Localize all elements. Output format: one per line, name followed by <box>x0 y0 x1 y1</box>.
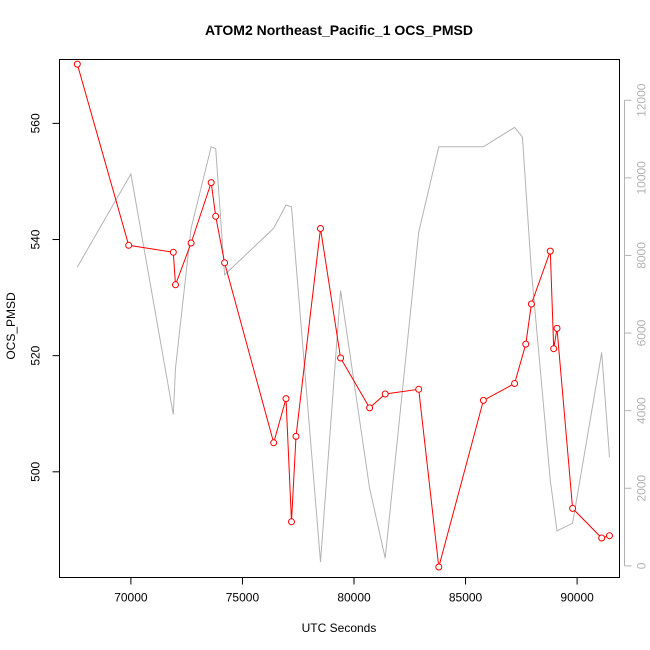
axes-layer: 70000 75000 80000 85000 90000 500 520 540 560 0 20… <box>29 83 649 604</box>
y-tick-label: 560 <box>29 113 43 133</box>
y2-tick-label: 4000 <box>635 397 649 424</box>
data-point <box>169 248 177 256</box>
data-point <box>317 225 324 232</box>
data-point <box>598 534 606 542</box>
data-point <box>270 439 278 447</box>
y-tick-label: 500 <box>29 461 43 481</box>
x-tick-label: 70000 <box>114 591 148 605</box>
data-point <box>207 179 215 187</box>
data-point <box>381 390 389 398</box>
y2-tick-label: 0 <box>635 562 649 569</box>
data-point <box>292 432 300 440</box>
data-point <box>479 396 487 404</box>
data-point <box>553 324 561 332</box>
y-tick-label: 520 <box>29 345 43 365</box>
y2-tick-label: 2000 <box>635 475 649 502</box>
x-tick-label: 80000 <box>337 591 371 605</box>
data-point <box>527 300 535 308</box>
x-tick-label: 85000 <box>449 591 483 605</box>
primary-series-line <box>76 63 610 568</box>
data-point <box>73 60 81 68</box>
data-point <box>522 340 530 348</box>
data-point <box>125 241 133 249</box>
data-point <box>569 504 577 512</box>
y2-tick-label: 6000 <box>635 319 649 346</box>
data-point <box>212 212 220 220</box>
secondary-series-line <box>76 126 610 563</box>
x-tick-label: 90000 <box>560 591 594 605</box>
data-point <box>415 385 423 393</box>
data-point <box>187 239 195 247</box>
data-point <box>172 281 179 289</box>
y2-tick-label: 10000 <box>635 161 649 195</box>
plot-box <box>59 59 620 578</box>
data-point <box>337 354 345 362</box>
series-layer <box>73 60 613 571</box>
data-point <box>366 404 374 412</box>
y-tick-label: 540 <box>29 229 43 249</box>
y2-tick-label: 12000 <box>635 83 649 117</box>
chart-title: ATOM2 Northeast_Pacific_1 OCS_PMSD <box>205 22 473 38</box>
data-point <box>435 563 443 571</box>
data-point <box>282 395 290 403</box>
x-axis-title: UTC Seconds <box>302 621 377 635</box>
x-tick-label: 75000 <box>226 591 260 605</box>
data-point <box>550 345 558 353</box>
y-axis-title: OCS_PMSD <box>4 292 18 360</box>
y2-tick-label: 8000 <box>635 242 649 269</box>
data-point <box>288 518 295 526</box>
data-point <box>546 247 554 255</box>
data-point <box>511 380 519 387</box>
data-point <box>221 259 229 267</box>
data-point <box>606 532 613 540</box>
